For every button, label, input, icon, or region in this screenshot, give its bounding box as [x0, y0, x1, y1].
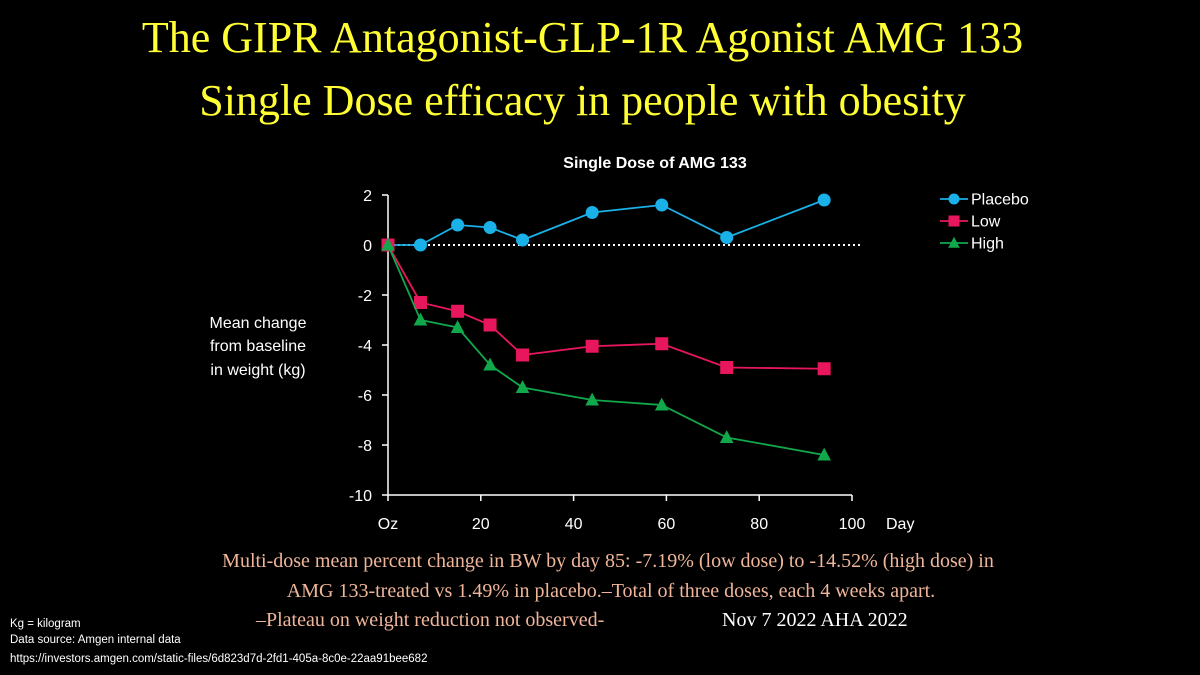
high-point	[381, 237, 395, 251]
low-point	[451, 304, 465, 318]
note-date: Nov 7 2022 AHA 2022	[722, 609, 908, 631]
high-point	[719, 430, 734, 444]
y-tick-label: -10	[349, 488, 372, 505]
footnote-url: https://investors.amgen.com/static-files…	[10, 653, 428, 665]
note-line-1: Multi-dose mean percent change in BW by …	[222, 550, 994, 572]
legend-item-low: Low	[940, 214, 1001, 231]
x-tick-label: Oz	[378, 516, 398, 533]
x-axis-label: Day	[886, 516, 914, 533]
legend-label: High	[971, 236, 1004, 253]
placebo-point	[655, 198, 669, 212]
low-point	[516, 348, 530, 362]
legend-item-high: High	[940, 236, 1004, 253]
low-point	[817, 362, 831, 376]
chart-title: Single Dose of AMG 133	[563, 155, 747, 172]
legend-marker	[948, 236, 960, 248]
y-axis-label-line: in weight (kg)	[210, 362, 305, 379]
note-line-3: –Plateau on weight reduction not observe…	[256, 609, 605, 631]
legend-item-placebo: Placebo	[940, 192, 1029, 209]
slide-title-line-1: The GIPR Antagonist-GLP-1R Agonist AMG 1…	[141, 13, 1024, 62]
chart-legend: Placebo Low High	[940, 192, 1029, 253]
series-placebo	[381, 193, 831, 252]
placebo-point	[413, 238, 427, 252]
placebo-point	[516, 233, 530, 247]
high-line	[387, 244, 825, 456]
placebo-point	[720, 231, 734, 244]
footnote-source: Data source: Amgen internal data	[10, 634, 181, 646]
high-point	[515, 380, 530, 394]
series-high	[381, 237, 831, 461]
y-tick-label: 2	[363, 188, 372, 205]
legend-marker	[948, 215, 960, 227]
footnote-kg: Kg = kilogram	[10, 618, 81, 630]
x-tick-label: 40	[565, 516, 583, 533]
low-point	[483, 318, 497, 332]
slide-title-line-2: Single Dose efficacy in people with obes…	[199, 76, 966, 125]
high-point	[585, 392, 599, 406]
high-point	[483, 357, 497, 371]
legend-label: Low	[971, 214, 1001, 231]
low-point	[585, 339, 599, 353]
note-line-2: AMG 133-treated vs 1.49% in placebo.–Tot…	[286, 580, 936, 602]
placebo-point	[817, 193, 831, 207]
low-point	[720, 361, 734, 374]
x-tick-label: 80	[750, 516, 768, 533]
low-point	[413, 296, 427, 309]
high-point	[654, 397, 669, 411]
chart-series	[381, 193, 831, 461]
low-point	[655, 337, 669, 351]
placebo-point	[483, 221, 497, 234]
legend-marker	[948, 193, 960, 205]
placebo-point	[451, 218, 465, 232]
legend-label: Placebo	[971, 192, 1029, 209]
x-tick-label: 100	[839, 516, 866, 533]
y-axis-label: Mean change from baseline in weight (kg)	[210, 315, 307, 379]
series-low	[381, 238, 831, 376]
x-tick-label: 60	[658, 516, 676, 533]
high-point	[450, 320, 465, 334]
y-tick-label: -8	[358, 438, 372, 455]
placebo-point	[585, 206, 599, 219]
y-axis-label-line: from baseline	[210, 338, 306, 355]
y-tick-label: -6	[358, 388, 372, 405]
high-point	[413, 312, 428, 326]
y-tick-label: -4	[358, 338, 372, 355]
y-tick-label: -2	[358, 288, 372, 305]
high-point	[817, 447, 831, 461]
y-axis-label-line: Mean change	[210, 315, 307, 332]
y-tick-label: 0	[363, 238, 372, 255]
x-tick-label: 20	[472, 516, 490, 533]
